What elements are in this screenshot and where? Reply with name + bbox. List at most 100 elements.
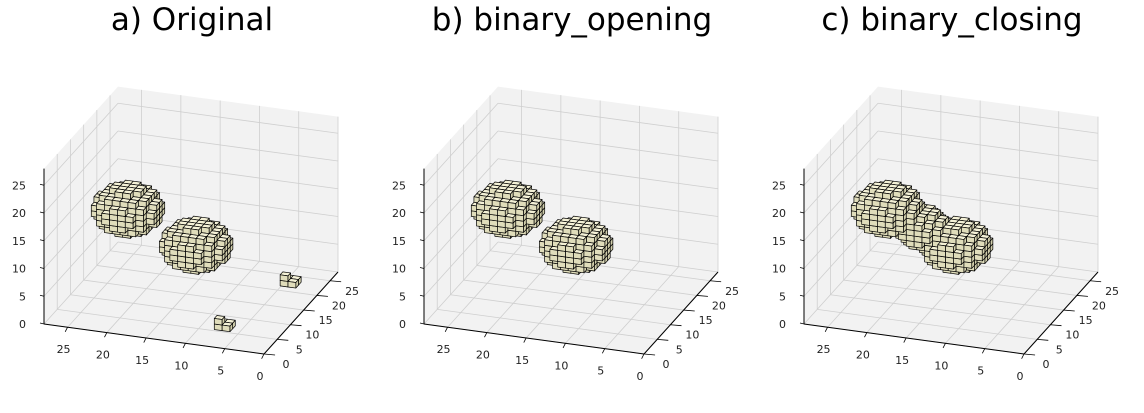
y-tick-label: 10 — [174, 359, 188, 372]
y-axis-line — [43, 323, 265, 355]
gridline — [945, 261, 1020, 344]
y-tick-label: 25 — [437, 343, 451, 356]
x-tick-label: 5 — [296, 343, 303, 356]
voxel-face — [974, 234, 978, 244]
z-tick-label: 5 — [19, 290, 26, 303]
voxel-face — [185, 245, 194, 253]
voxel-face — [565, 245, 574, 253]
gridline — [43, 130, 119, 214]
voxel-face — [877, 209, 886, 217]
x-tick-label: 25 — [725, 285, 739, 298]
gridline — [423, 241, 499, 325]
z-tick-mark — [799, 211, 805, 214]
voxel-face — [109, 208, 118, 216]
voxel-face — [96, 203, 105, 211]
voxel-face — [101, 212, 110, 221]
z-tick-label: 5 — [399, 290, 406, 303]
z-tick-mark — [799, 183, 805, 186]
gridline — [830, 294, 1051, 326]
voxel-face — [601, 246, 606, 256]
gridline — [117, 102, 339, 134]
y-tick-label: 20 — [856, 349, 870, 362]
x-tick-label: 10 — [685, 329, 699, 342]
x-tick-mark — [670, 324, 682, 327]
voxel-face — [544, 239, 553, 247]
x-axis-line — [1023, 271, 1099, 355]
voxel-face — [549, 248, 559, 257]
voxel-face — [143, 206, 147, 217]
gridline — [877, 130, 1099, 162]
voxel-face — [169, 248, 179, 257]
voxel-face — [916, 202, 920, 212]
voxel-face — [974, 248, 983, 256]
x-tick-mark — [1050, 324, 1062, 327]
y-tick-mark — [64, 327, 68, 333]
z-tick-mark — [419, 267, 425, 269]
voxel-face — [971, 242, 975, 253]
y-tick-label: 15 — [135, 354, 149, 367]
voxel-face — [984, 238, 988, 248]
z-tick-mark — [419, 239, 425, 242]
voxel-face — [221, 246, 226, 256]
panel-binary-opening: b) binary_opening 0 5 10 15 20 25 0 5 10 15 20 25 0 5… — [382, 0, 762, 413]
gridline — [803, 102, 879, 186]
gridline — [497, 130, 719, 162]
voxel-group — [470, 179, 614, 275]
gridline — [70, 294, 291, 326]
x-tick-label: 20 — [1092, 299, 1106, 312]
voxel-face — [214, 248, 223, 256]
voxel-face — [932, 229, 941, 237]
voxel-face — [573, 252, 582, 260]
y-tick-label: 0 — [257, 370, 264, 383]
voxel-face — [193, 252, 202, 260]
y-tick-mark — [641, 353, 645, 359]
x-axis-line — [643, 271, 719, 355]
gridline — [497, 102, 719, 134]
voxel-face — [515, 208, 524, 217]
z-tick-mark — [39, 322, 45, 325]
voxel-face — [224, 238, 228, 248]
voxel-face — [895, 208, 904, 217]
z-tick-label: 10 — [392, 263, 406, 276]
x-tick-mark — [290, 324, 302, 327]
z-tick-mark — [799, 294, 805, 297]
voxel-group — [850, 179, 994, 275]
x-axis-line — [263, 271, 339, 355]
z-tick-label: 25 — [392, 179, 406, 192]
voxel-face — [153, 210, 158, 220]
gridline — [870, 250, 1091, 282]
z-tick-mark — [799, 267, 805, 269]
y-axis-line — [423, 323, 645, 355]
z-tick-label: 15 — [392, 235, 406, 248]
voxel-face — [856, 203, 865, 211]
y-tick-mark — [484, 332, 488, 338]
z-tick-label: 15 — [12, 235, 26, 248]
y-tick-mark — [1021, 353, 1025, 359]
chart-title: c) binary_closing — [821, 2, 1083, 38]
z-tick-label: 15 — [772, 235, 786, 248]
voxel-face — [104, 198, 113, 207]
x-tick-label: 15 — [319, 314, 333, 327]
voxel-face — [575, 238, 585, 246]
y-tick-mark — [143, 337, 147, 343]
chart-title: b) binary_opening — [431, 2, 713, 38]
z-tick-mark — [419, 183, 425, 186]
z-tick-label: 0 — [19, 318, 26, 331]
x-tick-mark — [696, 295, 708, 297]
z-tick-label: 20 — [392, 207, 406, 220]
gridline — [96, 265, 317, 296]
z-tick-label: 20 — [772, 207, 786, 220]
voxel-face — [135, 208, 144, 217]
voxel-face — [221, 324, 231, 333]
z-tick-label: 0 — [779, 318, 786, 331]
y-tick-label: 0 — [1017, 370, 1024, 383]
x-tick-label: 10 — [1065, 329, 1079, 342]
x-tick-mark — [1037, 338, 1049, 341]
voxel-face — [536, 202, 540, 212]
x-tick-mark — [277, 338, 289, 341]
voxel-face — [604, 238, 608, 248]
y-tick-mark — [981, 348, 986, 354]
z-tick-mark — [39, 267, 45, 269]
